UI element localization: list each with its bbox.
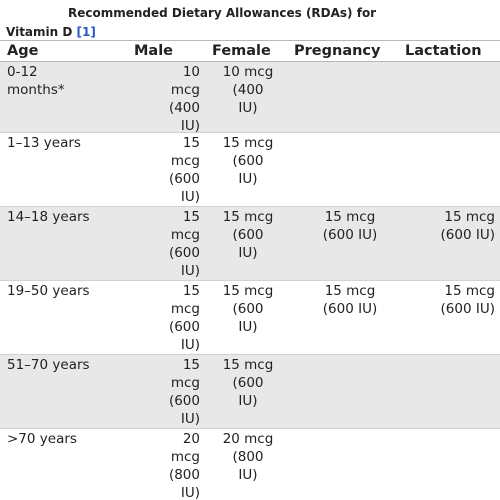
cell-female: 15 mcg (600 IU) [212, 356, 284, 410]
cell-female-line: IU) [238, 393, 258, 409]
cell-male-line: mcg [170, 82, 200, 98]
header-male: Male [134, 43, 174, 59]
cell-female-line: IU) [238, 245, 258, 261]
cell-male-line: 20 [182, 431, 200, 447]
rda-table: Age Male Female Pregnancy Lactation 0-12… [0, 40, 500, 500]
cell-male-line: (600 [168, 245, 200, 261]
cell-male: 20 mcg (800 IU) [150, 430, 200, 500]
cell-lactation: 15 mcg (600 IU) [405, 282, 495, 318]
cell-male-line: 15 [182, 135, 200, 151]
cell-age-line: 0-12 [7, 64, 38, 80]
table-row: 51–70 years 15 mcg (600 IU) 15 mcg (600 IU) [0, 355, 500, 429]
cell-female-line: IU) [238, 319, 258, 335]
cell-male-line: 15 [182, 357, 200, 373]
cell-female-line: 15 mcg [222, 283, 274, 299]
cell-male-line: (800 [168, 467, 200, 483]
header-pregnancy: Pregnancy [294, 43, 381, 59]
cell-male: 15 mcg (600 IU) [150, 356, 200, 428]
cell-pregnancy-line: 15 mcg [324, 283, 376, 299]
cell-female: 20 mcg (800 IU) [212, 430, 284, 484]
table-row: 1–13 years 15 mcg (600 IU) 15 mcg (600 IU) [0, 133, 500, 207]
cell-male: 10 mcg (400 IU) [150, 63, 200, 135]
cell-male: 15 mcg (600 IU) [150, 282, 200, 354]
cell-female-line: (400 [232, 82, 264, 98]
cell-male-line: 10 [182, 64, 200, 80]
caption-subject: Vitamin D [6, 25, 73, 39]
cell-male-line: IU) [180, 118, 200, 134]
cell-male-line: IU) [180, 337, 200, 353]
cell-age-line: >70 years [7, 431, 77, 447]
cell-female-line: (600 [232, 375, 264, 391]
cell-male-line: (600 [168, 171, 200, 187]
table-row: 19–50 years 15 mcg (600 IU) 15 mcg (600 IU) 15 m… [0, 281, 500, 355]
cell-female-line: 15 mcg [222, 135, 274, 151]
cell-male: 15 mcg (600 IU) [150, 208, 200, 280]
cell-pregnancy-line: 15 mcg [324, 209, 376, 225]
table-body: 0-12 months* 10 mcg (400 IU) 10 mcg (400 IU) 1–13… [0, 62, 500, 500]
cell-male-line: 15 [182, 209, 200, 225]
table-row: >70 years 20 mcg (800 IU) 20 mcg (800 IU) [0, 429, 500, 500]
cell-female: 15 mcg (600 IU) [212, 134, 284, 188]
cell-female-line: 20 mcg [222, 431, 274, 447]
cell-age-line: 1–13 years [7, 135, 81, 151]
cell-age-line: months* [7, 82, 65, 98]
cell-male-line: mcg [170, 153, 200, 169]
cell-male-line: IU) [180, 485, 200, 500]
cell-male-line: (400 [168, 100, 200, 116]
cell-female-line: (600 [232, 301, 264, 317]
header-age: Age [7, 43, 39, 59]
cell-age-line: 14–18 years [7, 209, 90, 225]
cell-male-line: (600 [168, 319, 200, 335]
cell-female-line: (800 [232, 449, 264, 465]
cell-male-line: IU) [180, 411, 200, 427]
cell-female-line: IU) [238, 100, 258, 116]
cell-male-line: IU) [180, 189, 200, 205]
cell-female: 15 mcg (600 IU) [212, 282, 284, 336]
cell-female-line: (600 [232, 153, 264, 169]
cell-lactation-line: 15 mcg [444, 209, 495, 225]
cell-age-line: 51–70 years [7, 357, 90, 373]
cell-male: 15 mcg (600 IU) [150, 134, 200, 206]
cell-lactation-line: (600 IU) [440, 227, 495, 243]
cell-male-line: mcg [170, 375, 200, 391]
header-female: Female [212, 43, 271, 59]
header-lactation: Lactation [405, 43, 482, 59]
table-row: 0-12 months* 10 mcg (400 IU) 10 mcg (400 IU) [0, 62, 500, 135]
cell-age: 19–50 years [7, 282, 127, 300]
table-header-row: Age Male Female Pregnancy Lactation [0, 40, 500, 62]
cell-female-line: (600 [232, 227, 264, 243]
cell-male-line: 15 [182, 283, 200, 299]
table-caption: Recommended Dietary Allowances (RDAs) fo… [6, 4, 494, 42]
cell-female-line: IU) [238, 171, 258, 187]
cell-female-line: 15 mcg [222, 209, 274, 225]
table-row: 14–18 years 15 mcg (600 IU) 15 mcg (600 IU) 15 m… [0, 207, 500, 281]
cell-pregnancy-line: (600 IU) [322, 301, 378, 317]
cell-female: 15 mcg (600 IU) [212, 208, 284, 262]
cell-male-line: (600 [168, 393, 200, 409]
cell-female-line: 10 mcg [222, 64, 274, 80]
cell-female-line: 15 mcg [222, 357, 274, 373]
cell-male-line: mcg [170, 227, 200, 243]
cell-age-line: 19–50 years [7, 283, 90, 299]
cell-male-line: mcg [170, 449, 200, 465]
cell-pregnancy: 15 mcg (600 IU) [300, 282, 400, 318]
cell-age: 1–13 years [7, 134, 127, 152]
cell-age: 14–18 years [7, 208, 127, 226]
caption-title: Recommended Dietary Allowances (RDAs) fo… [68, 6, 377, 20]
cell-lactation-line: 15 mcg [444, 283, 495, 299]
cell-age: >70 years [7, 430, 127, 448]
cell-pregnancy-line: (600 IU) [322, 227, 378, 243]
cell-male-line: IU) [180, 263, 200, 279]
caption-reference-link[interactable]: [1] [76, 25, 96, 39]
cell-lactation: 15 mcg (600 IU) [405, 208, 495, 244]
cell-male-line: mcg [170, 301, 200, 317]
cell-age: 51–70 years [7, 356, 127, 374]
cell-pregnancy: 15 mcg (600 IU) [300, 208, 400, 244]
cell-female-line: IU) [238, 467, 258, 483]
cell-age: 0-12 months* [7, 63, 127, 99]
cell-lactation-line: (600 IU) [440, 301, 495, 317]
cell-female: 10 mcg (400 IU) [212, 63, 284, 117]
